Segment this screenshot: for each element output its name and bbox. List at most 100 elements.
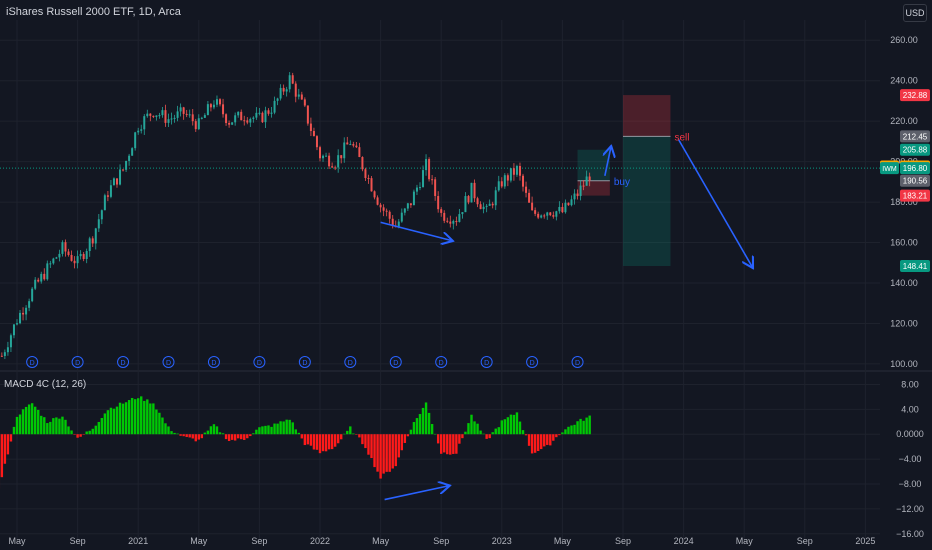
time-tick-label: Sep bbox=[433, 536, 449, 546]
macd-bar bbox=[194, 434, 197, 442]
macd-bar bbox=[164, 423, 167, 435]
candle-body bbox=[509, 168, 512, 181]
macd-bar bbox=[85, 431, 88, 435]
macd-bar bbox=[227, 434, 231, 442]
price-badge-prefix bbox=[880, 162, 899, 175]
macd-bar bbox=[473, 421, 476, 435]
macd-bar bbox=[373, 434, 376, 468]
time-tick-label: 2021 bbox=[128, 536, 148, 546]
candle-body bbox=[73, 260, 76, 264]
macd-bar bbox=[324, 434, 328, 452]
candle-body bbox=[43, 273, 46, 280]
candle-body bbox=[79, 254, 82, 257]
candle-body bbox=[567, 202, 570, 206]
macd-bar bbox=[385, 434, 388, 472]
candle-body bbox=[309, 123, 312, 132]
currency-button[interactable]: USD bbox=[903, 4, 927, 22]
candle-body bbox=[219, 99, 222, 105]
trend-arrow bbox=[380, 221, 452, 240]
dividend-marker-label: D bbox=[30, 360, 35, 367]
macd-bar bbox=[146, 399, 149, 435]
candle-body bbox=[552, 215, 555, 217]
macd-bar bbox=[288, 419, 291, 435]
macd-bar bbox=[297, 432, 300, 435]
dividend-marker-circle bbox=[71, 356, 84, 368]
trend-arrow bbox=[677, 138, 752, 266]
dividend-marker-label: D bbox=[484, 360, 489, 367]
macd-bar bbox=[21, 409, 25, 435]
candle-body bbox=[25, 307, 28, 315]
candle-body bbox=[461, 212, 464, 215]
candle-body bbox=[291, 75, 294, 84]
candle-body bbox=[512, 168, 515, 175]
price-tick-label: 240.00 bbox=[890, 76, 918, 86]
candle-body bbox=[70, 254, 73, 261]
candle-body bbox=[340, 155, 343, 159]
candle-body bbox=[555, 211, 558, 217]
position-loss-zone bbox=[577, 180, 610, 196]
candle-body bbox=[64, 242, 67, 252]
macd-bar bbox=[270, 426, 273, 435]
candle-body bbox=[49, 263, 52, 265]
macd-bar bbox=[249, 434, 252, 437]
price-badge bbox=[900, 89, 930, 102]
macd-bar bbox=[221, 433, 225, 435]
candle-body bbox=[103, 195, 106, 211]
candle-body bbox=[282, 87, 285, 92]
time-tick-label: 2025 bbox=[855, 536, 875, 546]
candle-body bbox=[267, 110, 270, 114]
candle-body bbox=[397, 221, 400, 227]
time-tick-label: Sep bbox=[70, 536, 86, 546]
candle-body bbox=[440, 209, 443, 213]
macd-tick-label: −4.00 bbox=[899, 454, 922, 464]
candle-body bbox=[391, 218, 394, 226]
candle-body bbox=[288, 75, 291, 90]
price-badge-text: 205.88 bbox=[903, 146, 928, 155]
candle-body bbox=[352, 144, 355, 146]
macd-bar bbox=[440, 434, 443, 454]
macd-bar bbox=[67, 426, 70, 435]
macd-bar bbox=[206, 430, 210, 435]
dividend-marker-label: D bbox=[166, 360, 171, 367]
macd-bar bbox=[188, 434, 191, 438]
candle-body bbox=[449, 221, 452, 224]
candle-body bbox=[197, 118, 200, 130]
macd-bar bbox=[546, 434, 549, 445]
macd-bar bbox=[570, 425, 573, 435]
candle-body bbox=[12, 324, 15, 336]
macd-bar bbox=[403, 434, 407, 443]
candle-body bbox=[115, 178, 118, 185]
macd-bar bbox=[409, 429, 413, 435]
macd-bar bbox=[430, 424, 434, 435]
candle-body bbox=[500, 181, 503, 187]
macd-indicator-label[interactable]: MACD 4C (12, 26) bbox=[4, 379, 87, 390]
macd-bar bbox=[424, 402, 428, 435]
macd-bar bbox=[167, 426, 170, 435]
macd-bar bbox=[349, 426, 352, 435]
macd-bar bbox=[130, 397, 134, 435]
candle-body bbox=[234, 115, 237, 123]
macd-bar bbox=[233, 434, 237, 441]
macd-bar bbox=[46, 423, 49, 435]
macd-bar bbox=[73, 434, 76, 435]
macd-bar bbox=[173, 432, 176, 435]
macd-bar bbox=[218, 432, 222, 435]
macd-bar bbox=[124, 402, 128, 435]
price-badge-prefix-text: IWM bbox=[882, 166, 897, 173]
macd-bar bbox=[118, 402, 122, 435]
macd-bar bbox=[261, 426, 264, 435]
macd-bar bbox=[97, 421, 101, 435]
macd-bar bbox=[15, 416, 19, 435]
macd-bar bbox=[55, 417, 58, 435]
macd-bar bbox=[255, 429, 258, 435]
macd-bar bbox=[64, 419, 67, 435]
macd-bar bbox=[521, 430, 525, 435]
price-tick-label: 100.00 bbox=[890, 359, 918, 369]
price-badge-text: 190.56 bbox=[903, 177, 928, 186]
candle-body bbox=[455, 221, 458, 223]
macd-bar bbox=[436, 434, 440, 444]
trend-arrow bbox=[605, 147, 611, 176]
candle-body bbox=[40, 273, 43, 282]
